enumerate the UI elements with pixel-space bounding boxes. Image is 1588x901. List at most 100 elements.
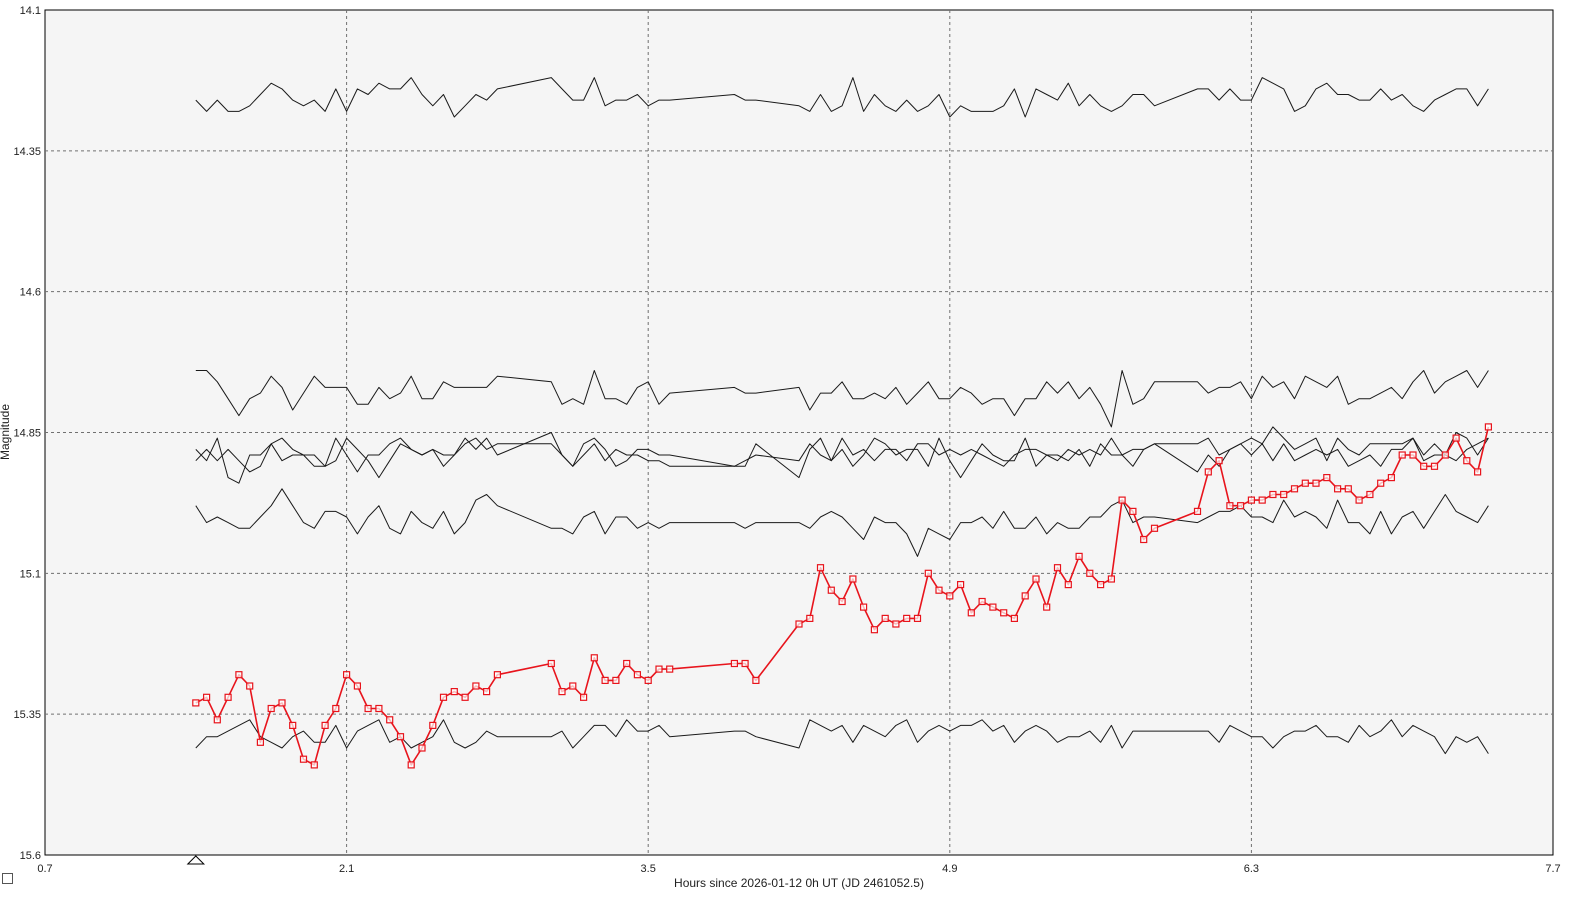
target-data-point [666, 665, 674, 673]
target-data-point [1312, 479, 1320, 487]
target-data-point [989, 603, 997, 611]
target-data-point [192, 699, 200, 707]
x-tick-label: 0.7 [37, 863, 52, 875]
target-data-point [1032, 575, 1040, 583]
target-data-point [299, 755, 308, 763]
target-data-point [1333, 485, 1342, 493]
y-tick-label: 14.35 [13, 146, 41, 158]
target-data-point [224, 693, 232, 701]
target-data-point [838, 597, 846, 606]
target-data-point [1010, 614, 1019, 623]
target-data-point [1377, 479, 1385, 487]
target-data-point [375, 704, 383, 713]
y-tick-label: 15.1 [20, 568, 41, 580]
target-data-point [1290, 485, 1299, 493]
target-data-point [278, 699, 286, 707]
target-data-point [967, 609, 975, 617]
target-data-point [1118, 496, 1126, 504]
target-data-point [1193, 507, 1202, 515]
target-data-point [1215, 457, 1223, 465]
target-data-point [881, 614, 889, 623]
target-data-point [1323, 474, 1331, 482]
target-data-point [203, 693, 211, 701]
target-data-point [1021, 592, 1029, 600]
target-data-point [827, 586, 835, 594]
grid-lines [45, 10, 1553, 855]
target-data-point [752, 676, 760, 685]
series-layer [195, 77, 1490, 766]
target-data-point [364, 704, 372, 713]
y-tick-label: 15.6 [20, 850, 41, 862]
target-data-point [1086, 569, 1094, 577]
target-data-point [396, 733, 405, 741]
target-data-point [1409, 451, 1417, 459]
target-data-point [321, 721, 329, 730]
target-data-point [246, 682, 254, 690]
target-data-point [590, 654, 598, 662]
target-data-point [892, 620, 900, 628]
target-data-point [623, 659, 631, 668]
target-data-point [655, 665, 663, 673]
target-data-point [741, 659, 749, 668]
target-data-point [1064, 580, 1072, 589]
target-data-point [418, 744, 426, 752]
target-data-point [1420, 462, 1428, 470]
comparison-series-line [195, 432, 1489, 484]
comparison-series-line [195, 77, 1489, 118]
target-data-point [547, 659, 555, 668]
target-points [192, 423, 1493, 769]
target-data-point [870, 626, 879, 634]
target-data-point [483, 687, 491, 696]
target-data-point [1000, 609, 1008, 617]
target-data-point [579, 693, 588, 701]
comparison-series-line [195, 488, 1489, 557]
target-data-point [450, 687, 458, 696]
target-data-point [924, 569, 932, 577]
target-data-point [1150, 524, 1159, 532]
x-axis-title: Hours since 2026-01-12 0h UT (JD 2461052… [674, 876, 924, 890]
target-data-point [1441, 451, 1449, 459]
target-data-point [935, 586, 943, 594]
target-data-point [1096, 580, 1105, 589]
target-data-point [806, 614, 814, 623]
target-data-point [1366, 490, 1374, 499]
target-data-point [439, 693, 448, 701]
target-data-point [407, 761, 415, 769]
comparison-series-line [195, 719, 1489, 755]
corner-toggle-box[interactable] [2, 873, 13, 884]
target-data-point [816, 564, 825, 572]
target-data-point [332, 704, 340, 713]
target-data-point [1236, 502, 1245, 510]
target-data-point [429, 721, 437, 730]
target-data-point [235, 671, 243, 679]
target-data-point [289, 721, 297, 730]
target-data-point [353, 682, 361, 690]
target-data-point [1053, 564, 1062, 572]
target-data-point [1430, 462, 1439, 470]
y-axis-title: Magnitude [0, 404, 12, 460]
target-data-point [1484, 423, 1493, 431]
target-data-point [644, 676, 652, 685]
target-data-point [946, 592, 954, 600]
target-data-point [256, 738, 264, 746]
target-data-point [1129, 507, 1137, 515]
target-data-point [730, 659, 739, 668]
y-tick-label: 14.85 [13, 428, 41, 440]
target-series-line [195, 426, 1490, 766]
target-data-point [903, 614, 911, 623]
target-data-point [1463, 457, 1471, 465]
target-data-point [978, 597, 986, 606]
x-tick-label: 7.7 [1545, 863, 1560, 875]
target-data-point [386, 716, 394, 724]
target-data-point [1247, 496, 1256, 504]
y-tick-label: 14.6 [20, 287, 41, 299]
target-data-point [956, 580, 965, 589]
x-position-marker[interactable] [186, 855, 206, 865]
x-tick-label: 2.1 [339, 863, 354, 875]
target-data-point [558, 687, 566, 696]
target-data-point [859, 603, 868, 611]
target-data-point [569, 682, 577, 690]
comparison-series-line [195, 370, 1489, 428]
target-data-point [633, 671, 642, 679]
